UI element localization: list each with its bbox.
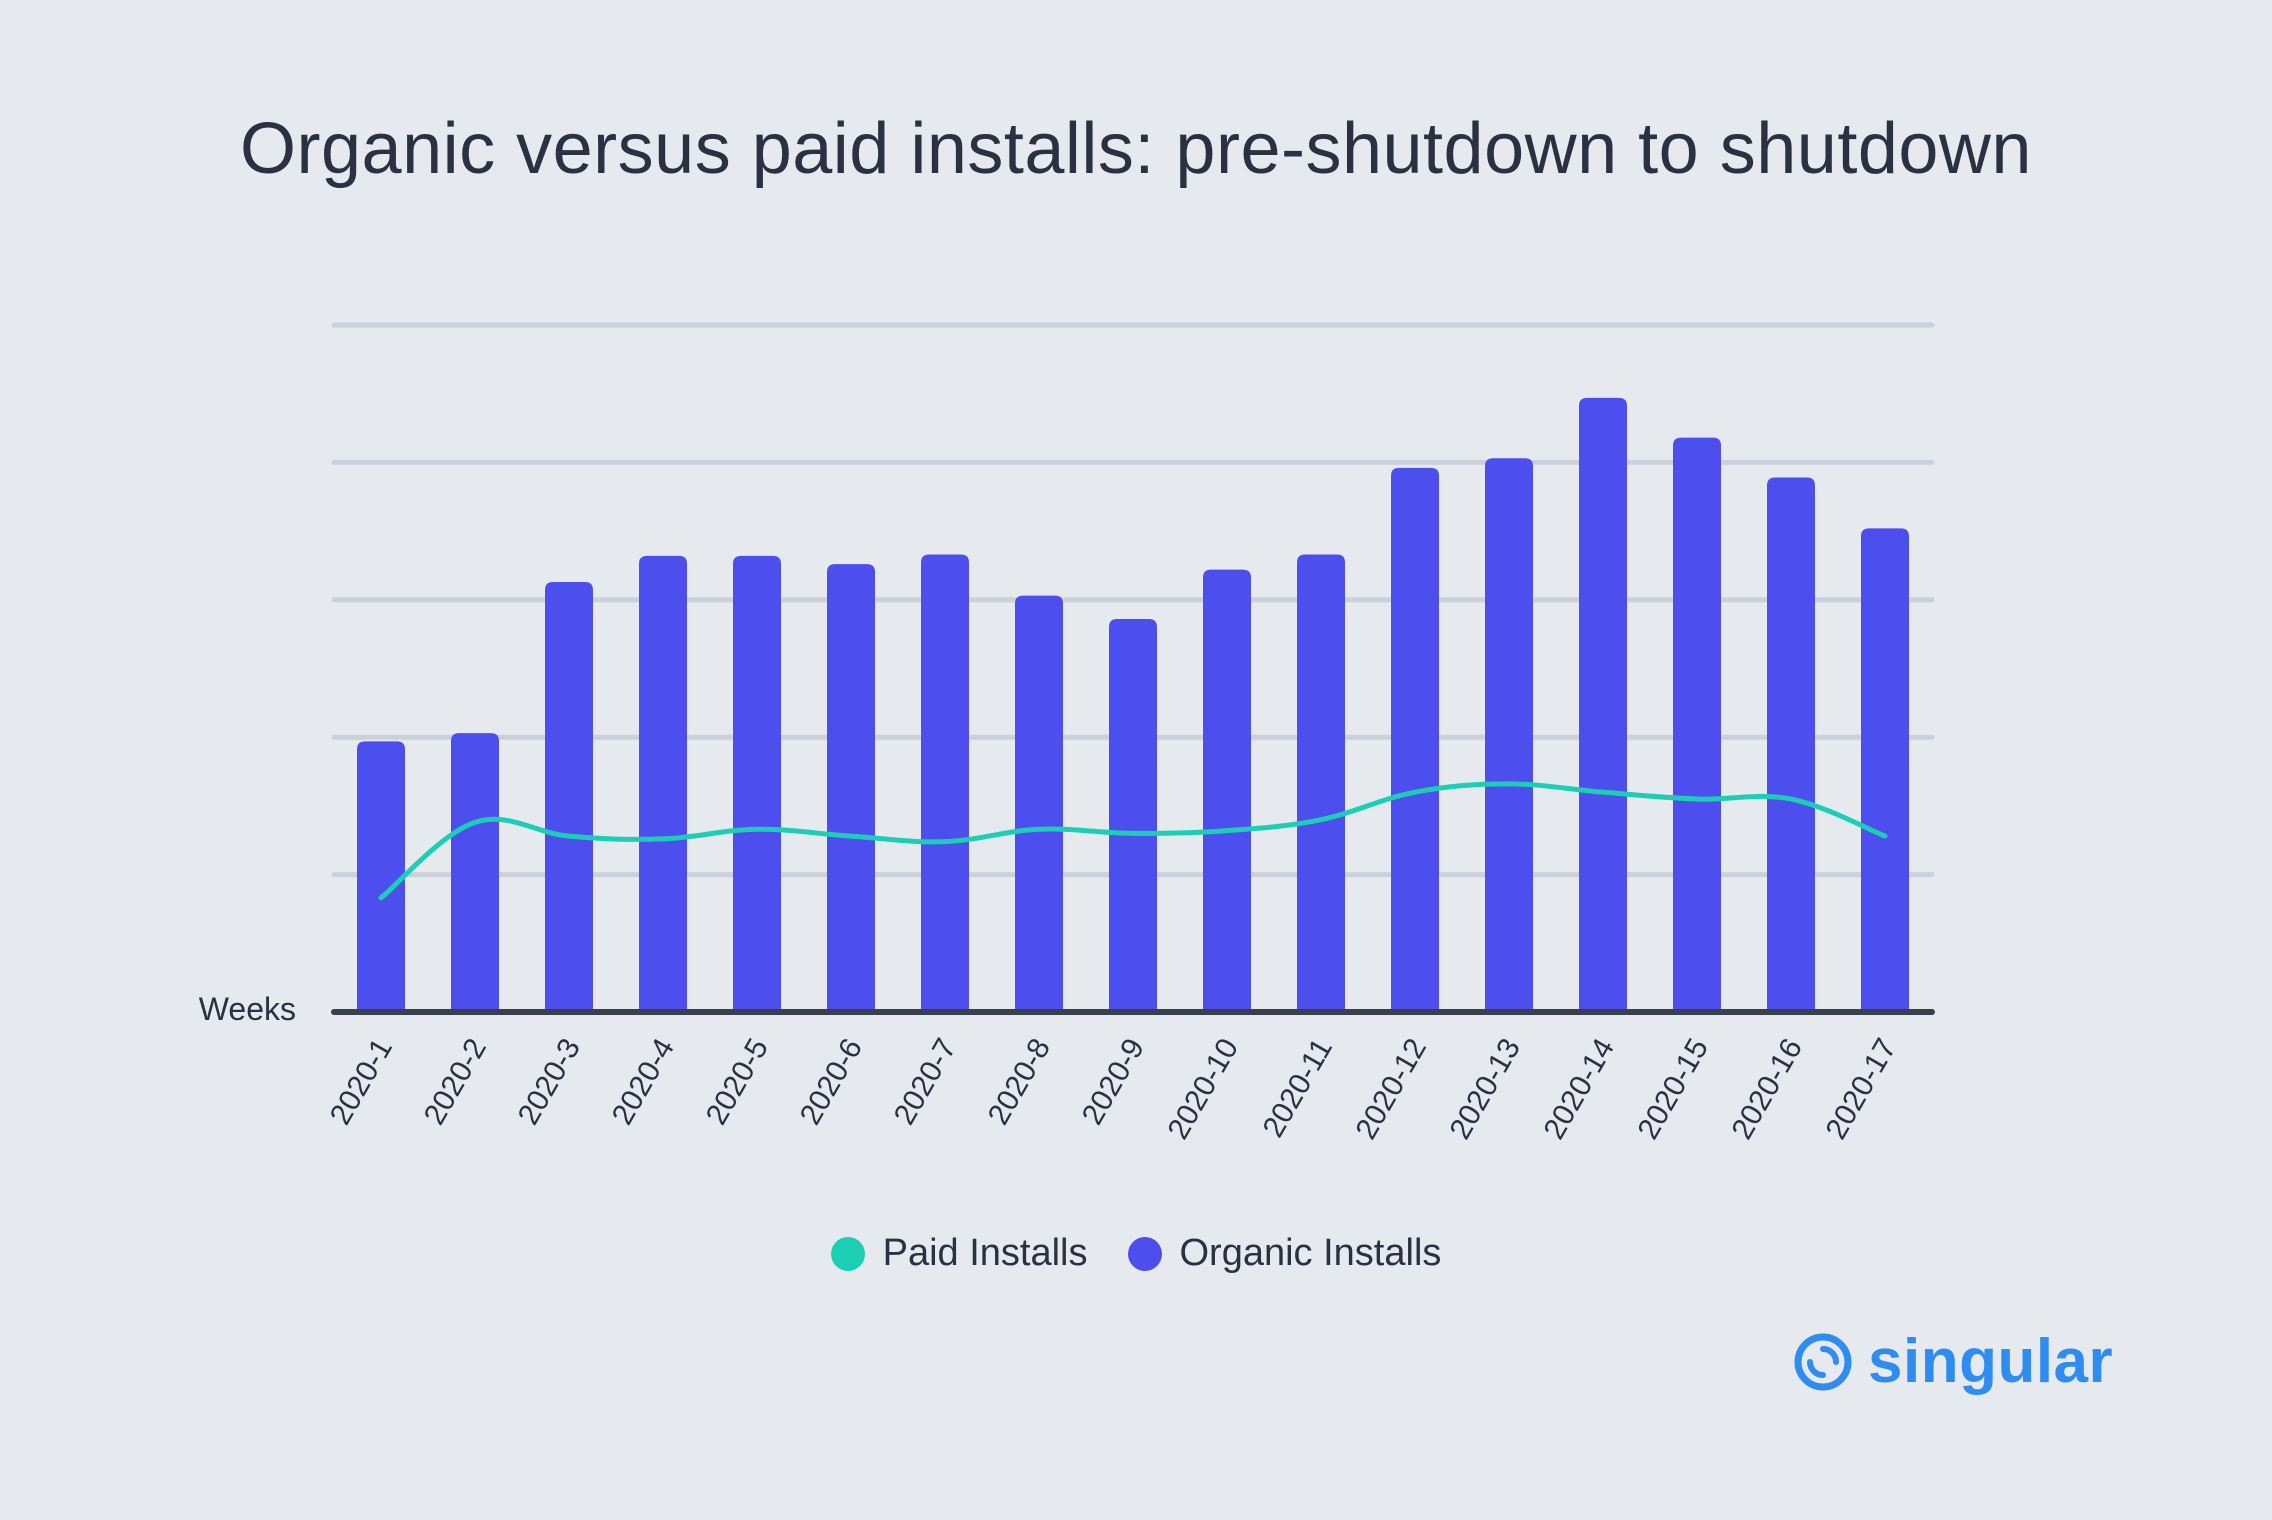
x-tick-label: 2020-6 [794, 1033, 869, 1130]
bar-organic-2020-1 [357, 741, 405, 1012]
legend-dot-paid-icon [830, 1236, 865, 1271]
bar-organic-2020-3 [545, 581, 593, 1012]
bar-organic-2020-2 [451, 733, 499, 1012]
x-tick-label: 2020-2 [418, 1033, 493, 1130]
bar-organic-2020-16 [1767, 477, 1815, 1012]
x-tick-label: 2020-17 [1819, 1033, 1903, 1145]
bar-organic-2020-13 [1485, 458, 1533, 1012]
bar-organic-2020-6 [827, 564, 875, 1012]
bar-organic-2020-12 [1391, 467, 1439, 1012]
x-tick-label: 2020-10 [1161, 1033, 1245, 1145]
x-tick-label: 2020-16 [1725, 1033, 1809, 1145]
legend-label-paid: Paid Installs [882, 1232, 1088, 1274]
line-paid-installs [378, 781, 1888, 901]
chart-title: Organic versus paid installs: pre-shutdo… [240, 109, 2032, 189]
bar-organic-2020-17 [1861, 528, 1909, 1012]
legend: Paid Installs Organic Installs [0, 1232, 2272, 1275]
bar-organic-2020-8 [1015, 595, 1063, 1012]
x-axis-label: Weeks [199, 991, 296, 1027]
logo-text: singular [1868, 1327, 2114, 1396]
bar-organic-2020-15 [1673, 437, 1721, 1013]
singular-logo-icon [1794, 1333, 1852, 1390]
x-tick-label: 2020-13 [1443, 1033, 1527, 1145]
x-tick-label: 2020-5 [700, 1033, 775, 1130]
bar-organic-2020-9 [1109, 619, 1157, 1012]
legend-dot-organic-icon [1127, 1236, 1162, 1271]
x-tick-label: 2020-8 [982, 1033, 1057, 1130]
bar-organic-2020-14 [1579, 397, 1627, 1012]
bar-organic-2020-11 [1297, 554, 1345, 1012]
x-tick-label: 2020-7 [888, 1033, 963, 1130]
bar-organic-2020-4 [639, 555, 687, 1012]
legend-item-organic[interactable]: Organic Installs [1127, 1232, 1442, 1275]
x-tick-label: 2020-4 [606, 1033, 681, 1130]
x-tick-label: 2020-15 [1631, 1033, 1715, 1145]
legend-label-organic: Organic Installs [1179, 1232, 1442, 1274]
bar-organic-2020-10 [1203, 569, 1251, 1012]
x-tick-label: 2020-12 [1349, 1033, 1433, 1145]
bar-organic-2020-5 [733, 555, 781, 1012]
legend-item-paid[interactable]: Paid Installs [830, 1232, 1088, 1275]
x-tick-label: 2020-11 [1257, 1033, 1340, 1143]
x-tick-label: 2020-14 [1537, 1033, 1621, 1145]
x-tick-label: 2020-9 [1076, 1033, 1151, 1130]
x-tick-label: 2020-3 [512, 1033, 587, 1130]
singular-logo: singular [1792, 1326, 2113, 1397]
x-tick-label: 2020-1 [324, 1033, 399, 1130]
bar-organic-2020-7 [921, 554, 969, 1012]
